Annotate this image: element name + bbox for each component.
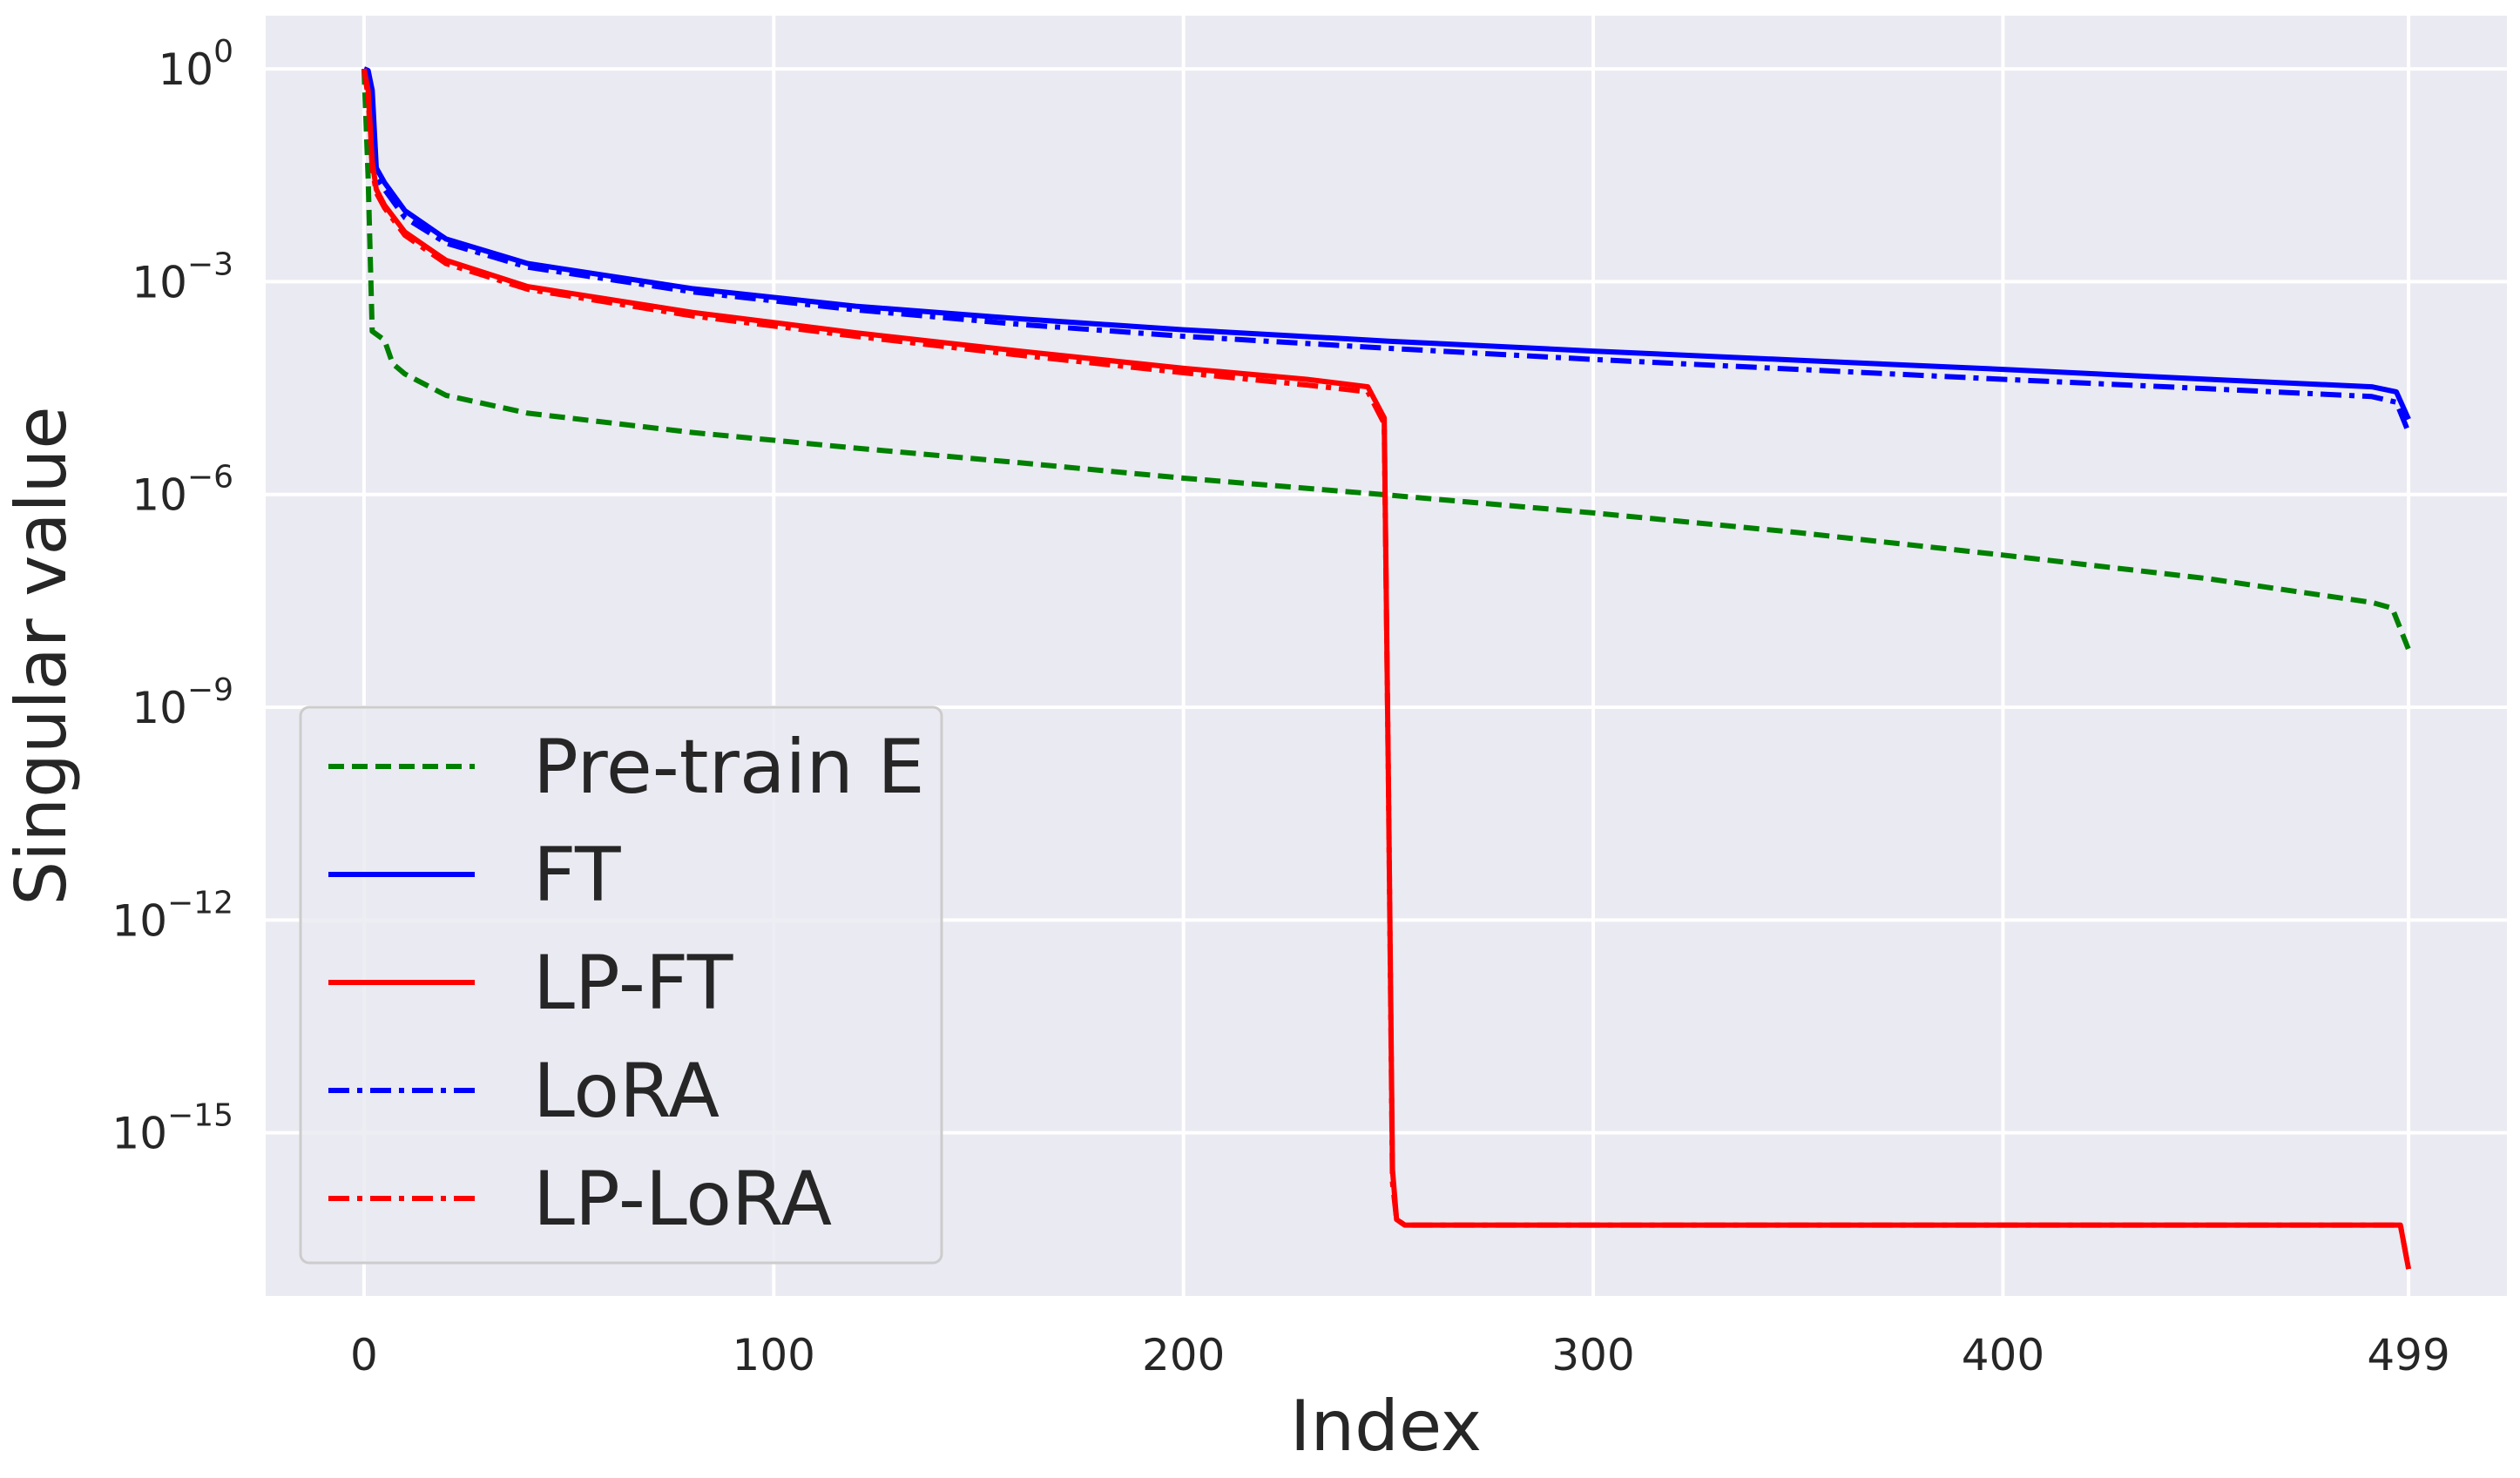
x-tick-labels: 0 100 200 300 400 499	[350, 1330, 2450, 1380]
x-tick-label: 499	[2367, 1330, 2449, 1380]
x-axis-label: Index	[1290, 1386, 1482, 1467]
x-tick-label: 300	[1551, 1330, 1634, 1380]
y-tick-label: 100	[158, 34, 233, 95]
legend-box	[299, 705, 943, 1265]
series-line-pre-train-e	[361, 68, 2411, 651]
y-tick-label: 10−3	[132, 246, 233, 307]
legend-label-pre-train-e: Pre-train E	[533, 724, 925, 811]
x-tick-label: 0	[350, 1330, 378, 1380]
x-tick-label: 100	[733, 1330, 815, 1380]
legend-label-ft: FT	[533, 832, 621, 919]
series-line-lora	[361, 68, 2411, 434]
y-tick-label: 10−9	[132, 672, 233, 733]
x-tick-label: 400	[1962, 1330, 2044, 1380]
y-tick-labels: 100 10−3 10−6 10−9 10−12 10−15	[111, 34, 233, 1159]
legend-label-lp-ft: LP-FT	[533, 940, 733, 1027]
y-tick-label: 10−12	[111, 885, 233, 946]
x-tick-label: 200	[1142, 1330, 1225, 1380]
legend-label-lora: LoRA	[533, 1048, 720, 1135]
series-layer	[361, 66, 2412, 1270]
legend-label-lp-lora: LP-LoRA	[533, 1156, 832, 1243]
y-tick-label: 10−6	[132, 460, 233, 521]
y-axis-label: Singular value	[1, 406, 82, 905]
y-tick-label: 10−15	[111, 1098, 233, 1159]
series-line-lp-ft	[361, 68, 2412, 1270]
series-line-ft	[362, 66, 2411, 421]
legend: Pre-train E FT LP-FT LoRA LP-LoRA	[299, 705, 943, 1265]
